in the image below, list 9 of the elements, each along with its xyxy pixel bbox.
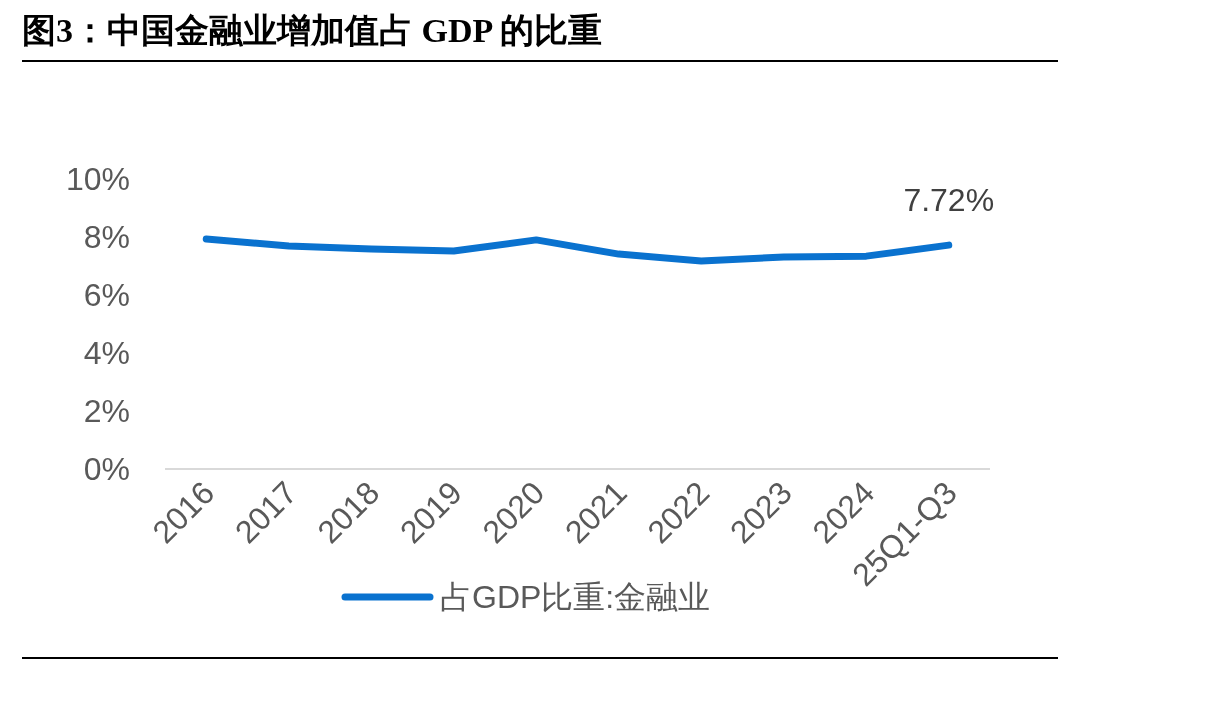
chart-title: 图3：中国金融业增加值占 GDP 的比重 [22,8,1058,62]
data-label: 7.72% [903,182,995,219]
y-tick-label: 2% [83,393,130,429]
y-tick-label: 6% [83,277,130,313]
y-tick-label: 0% [83,451,130,487]
legend-label: 占GDP比重:金融业 [440,579,711,615]
y-tick-label: 4% [83,335,130,371]
y-tick-label: 10% [65,161,130,197]
y-tick-label: 8% [83,219,130,255]
